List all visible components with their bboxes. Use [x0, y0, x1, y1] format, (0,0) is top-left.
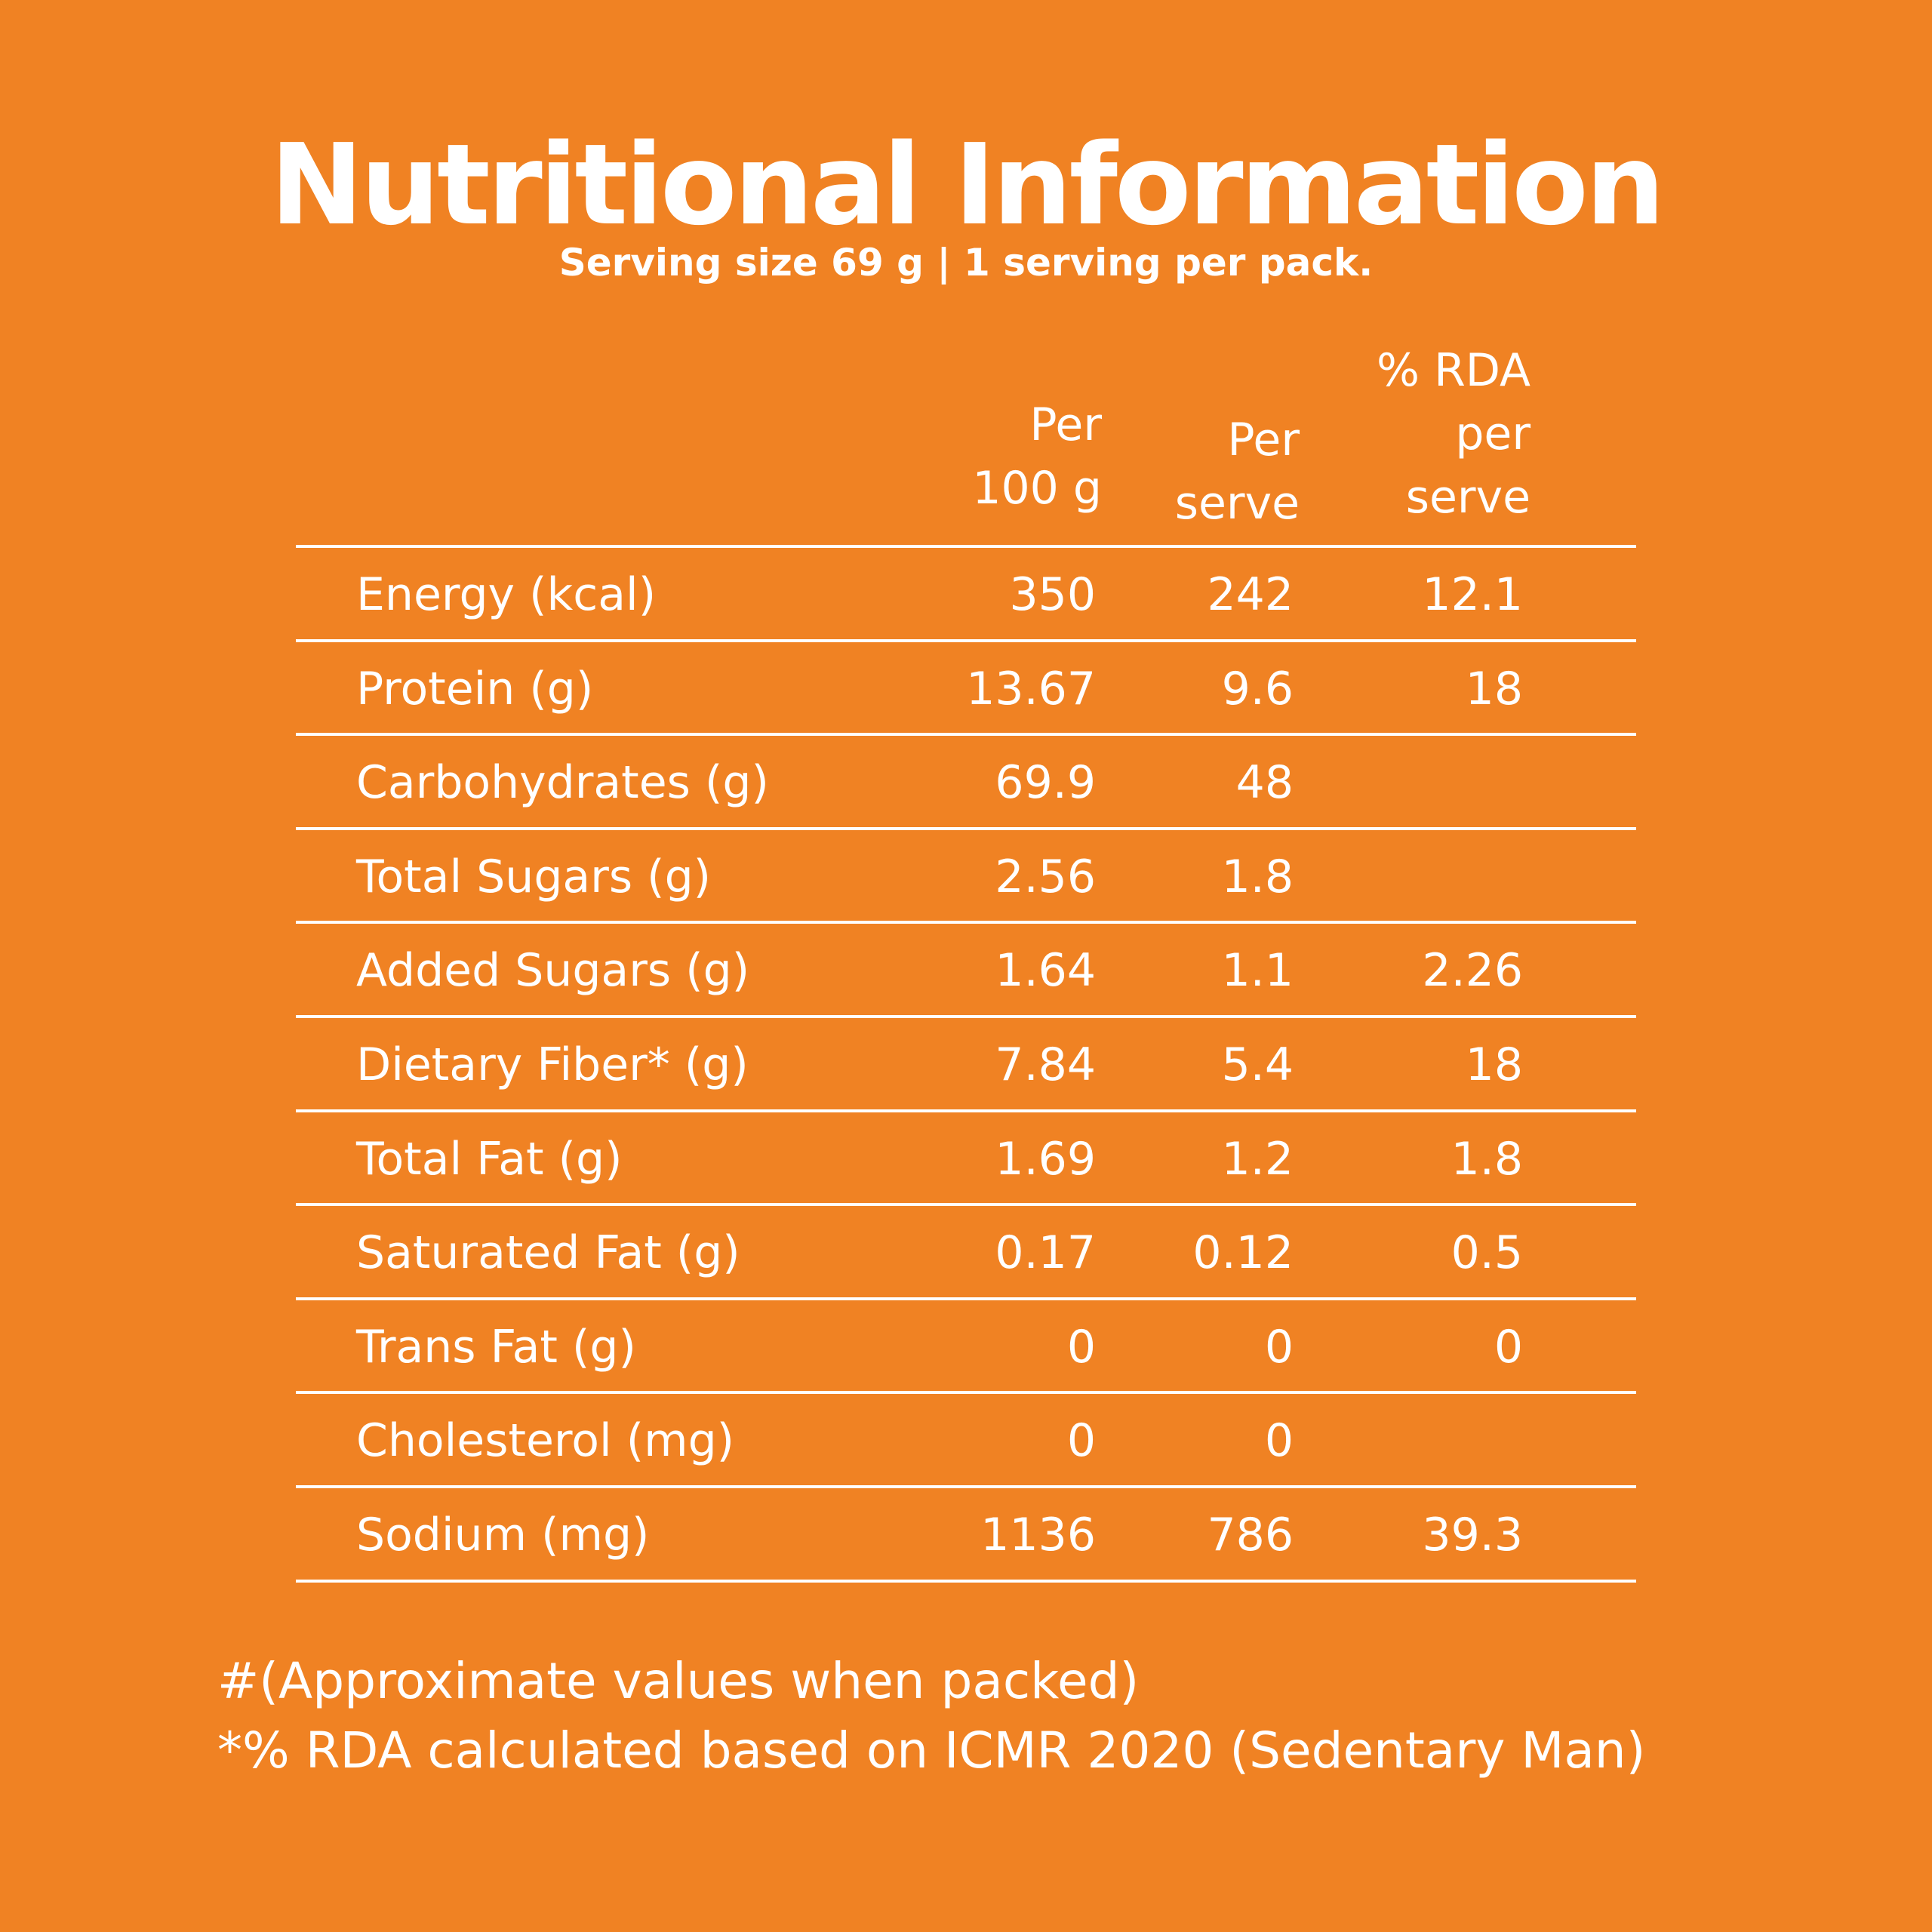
value-per-serve: 0: [1264, 1414, 1294, 1467]
value-rda: 39.3: [1422, 1509, 1523, 1561]
column-header-line: Per: [1227, 414, 1300, 466]
table-row: Total Fat (g) 1.69 1.2 1.8: [296, 1112, 1636, 1206]
value-per-serve: 786: [1207, 1509, 1294, 1561]
table-row: Energy (kcal) 350 242 12.1: [296, 548, 1636, 641]
row-divider: [296, 827, 1636, 830]
nutrient-name: Total Fat (g): [356, 1133, 623, 1186]
value-per-100g: 350: [1009, 568, 1096, 621]
column-header-line: 100 g: [972, 462, 1102, 515]
value-per-serve: 242: [1207, 568, 1294, 621]
value-rda: 2.26: [1422, 944, 1523, 997]
value-per-serve: 1.8: [1221, 851, 1294, 903]
column-header-per-100g: Per 100 g: [830, 393, 1102, 520]
row-divider: [296, 1580, 1636, 1583]
row-divider: [296, 1109, 1636, 1112]
nutrient-name: Energy (kcal): [356, 568, 657, 621]
value-per-serve: 1.2: [1221, 1133, 1294, 1186]
value-rda: 0: [1494, 1321, 1523, 1374]
row-divider: [296, 1297, 1636, 1300]
row-divider: [296, 545, 1636, 548]
table-row: Protein (g) 13.67 9.6 18: [296, 642, 1636, 736]
table-row: Sodium (mg) 1136 786 39.3: [296, 1488, 1636, 1582]
row-divider: [296, 639, 1636, 642]
column-header-rda-per-serve: % RDA per serve: [1214, 339, 1531, 529]
value-per-100g: 0: [1066, 1321, 1096, 1374]
value-per-serve: 0.12: [1192, 1226, 1294, 1279]
table-row: Trans Fat (g) 0 0 0: [296, 1300, 1636, 1394]
nutrient-name: Carbohydrates (g): [356, 756, 769, 809]
row-divider: [296, 1391, 1636, 1394]
value-rda: 1.8: [1451, 1133, 1523, 1186]
value-per-serve: 48: [1235, 756, 1294, 809]
footnote-approximate: #(Approximate values when packed): [217, 1652, 1140, 1710]
value-per-serve: 0: [1264, 1321, 1294, 1374]
value-per-100g: 1136: [980, 1509, 1096, 1561]
row-divider: [296, 1015, 1636, 1018]
value-per-100g: 0.17: [995, 1226, 1096, 1279]
value-rda: [1176, 1394, 1523, 1487]
value-per-100g: 69.9: [995, 756, 1096, 809]
nutrient-name: Saturated Fat (g): [356, 1226, 740, 1279]
page-title: Nutritional Information: [269, 120, 1665, 250]
value-per-100g: 13.67: [966, 663, 1096, 715]
value-per-100g: 1.69: [995, 1133, 1096, 1186]
column-header-line: Per: [1029, 398, 1102, 451]
value-per-100g: 0: [1066, 1414, 1096, 1467]
value-per-serve: 5.4: [1221, 1038, 1294, 1091]
table-row: Total Sugars (g) 2.56 1.8: [296, 830, 1636, 924]
value-per-100g: 2.56: [995, 851, 1096, 903]
serving-info: Serving size 69 g | 1 serving per pack.: [558, 241, 1374, 285]
row-divider: [296, 1485, 1636, 1488]
nutrient-name: Added Sugars (g): [356, 944, 750, 997]
column-header-line: serve: [1174, 477, 1300, 530]
value-rda: 12.1: [1422, 568, 1523, 621]
column-header-line: % RDA: [1377, 344, 1531, 397]
table-row: Dietary Fiber* (g) 7.84 5.4 18: [296, 1018, 1636, 1112]
nutrient-name: Sodium (mg): [356, 1509, 650, 1561]
footnote-rda: *% RDA calculated based on ICMR 2020 (Se…: [217, 1721, 1646, 1780]
table-row: Saturated Fat (g) 0.17 0.12 0.5: [296, 1206, 1636, 1300]
column-header-per-serve: Per serve: [1028, 408, 1300, 535]
nutrient-name: Dietary Fiber* (g): [356, 1038, 749, 1091]
nutrient-name: Protein (g): [356, 663, 594, 715]
row-divider: [296, 921, 1636, 924]
value-rda: 18: [1465, 1038, 1523, 1091]
value-rda: [1176, 830, 1523, 924]
nutrient-name: Trans Fat (g): [356, 1321, 636, 1374]
nutrient-name: Total Sugars (g): [356, 851, 712, 903]
value-rda: 18: [1465, 663, 1523, 715]
table-row: Cholesterol (mg) 0 0: [296, 1394, 1636, 1487]
row-divider: [296, 1203, 1636, 1206]
value-rda: [1176, 736, 1523, 829]
value-rda: 0.5: [1451, 1226, 1523, 1279]
value-per-serve: 9.6: [1221, 663, 1294, 715]
value-per-100g: 1.64: [995, 944, 1096, 997]
nutrient-name: Cholesterol (mg): [356, 1414, 735, 1467]
table-row: Carbohydrates (g) 69.9 48: [296, 736, 1636, 829]
column-header-line: per: [1455, 408, 1531, 460]
column-header-line: serve: [1405, 471, 1531, 524]
table-row: Added Sugars (g) 1.64 1.1 2.26: [296, 924, 1636, 1017]
value-per-100g: 7.84: [995, 1038, 1096, 1091]
value-per-serve: 1.1: [1221, 944, 1294, 997]
row-divider: [296, 733, 1636, 736]
